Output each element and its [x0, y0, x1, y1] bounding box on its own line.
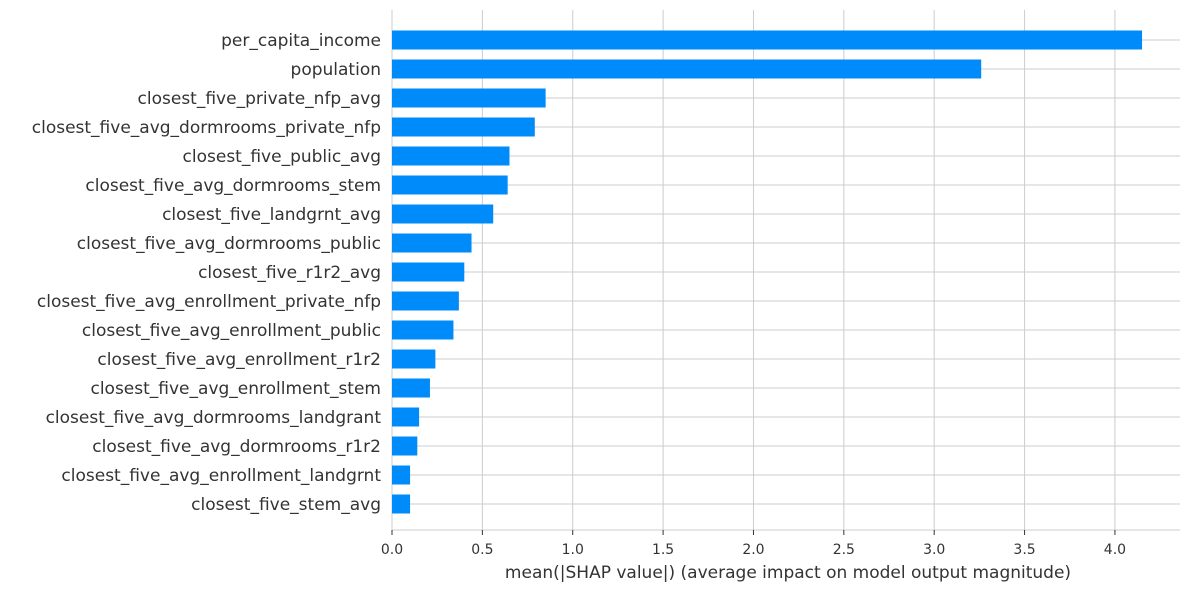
y-tick-label: closest_five_public_avg: [183, 147, 381, 167]
x-tick-label: 3.5: [1013, 542, 1035, 558]
bar: [392, 494, 411, 514]
bar: [392, 117, 535, 137]
y-tick-label: closest_five_avg_dormrooms_private_nfp: [32, 118, 381, 138]
bar: [392, 30, 1143, 50]
x-tick-label: 3.0: [923, 542, 945, 558]
y-tick-label: closest_five_avg_dormrooms_stem: [85, 176, 381, 196]
bar: [392, 378, 430, 398]
y-tick-label: closest_five_stem_avg: [191, 495, 381, 515]
y-axis-labels: per_capita_income population closest_five_…: [32, 31, 382, 515]
y-tick-label: closest_five_avg_enrollment_landgrnt: [61, 466, 381, 486]
x-tick-label: 2.5: [833, 542, 855, 558]
x-axis-title: mean(|SHAP value|) (average impact on mo…: [505, 563, 1071, 583]
y-tick-label: closest_five_private_nfp_avg: [138, 89, 381, 109]
bar: [392, 59, 982, 79]
y-tick-label: closest_five_avg_enrollment_stem: [90, 379, 381, 399]
y-tick-label: closest_five_avg_enrollment_public: [82, 321, 381, 341]
y-tick-label: closest_five_avg_dormrooms_public: [77, 234, 381, 254]
bar: [392, 320, 454, 340]
x-tick-label: 0.5: [471, 542, 493, 558]
bar: [392, 436, 418, 456]
x-tick-label: 2.0: [742, 542, 764, 558]
y-tick-label: closest_five_avg_enrollment_r1r2: [97, 350, 381, 370]
y-tick-label: closest_five_landgrnt_avg: [162, 205, 381, 225]
y-tick-label: population: [291, 60, 381, 80]
bar: [392, 175, 508, 195]
bar: [392, 407, 420, 427]
y-tick-label: closest_five_avg_enrollment_private_nfp: [37, 292, 381, 312]
bar: [392, 349, 436, 369]
y-tick-label: per_capita_income: [221, 31, 381, 51]
x-tick-label: 1.0: [562, 542, 584, 558]
bar: [392, 233, 472, 253]
x-tick-label: 1.5: [652, 542, 674, 558]
y-tick-label: closest_five_avg_dormrooms_r1r2: [92, 437, 381, 457]
bar: [392, 291, 459, 311]
grid-layer: [391, 10, 1180, 530]
x-axis: 0.0 0.5 1.0 1.5 2.0 2.5 3.0 3.5 4.0: [381, 529, 1180, 558]
y-tick-label: closest_five_r1r2_avg: [198, 263, 381, 283]
bar-layer: [392, 30, 1143, 514]
bar: [392, 146, 510, 166]
x-tick-label: 4.0: [1104, 542, 1126, 558]
x-tick-label: 0.0: [381, 542, 403, 558]
y-tick-label: closest_five_avg_dormrooms_landgrant: [46, 408, 382, 428]
bar: [392, 88, 546, 108]
bar: [392, 465, 411, 485]
bar: [392, 204, 494, 224]
bar: [392, 262, 465, 282]
